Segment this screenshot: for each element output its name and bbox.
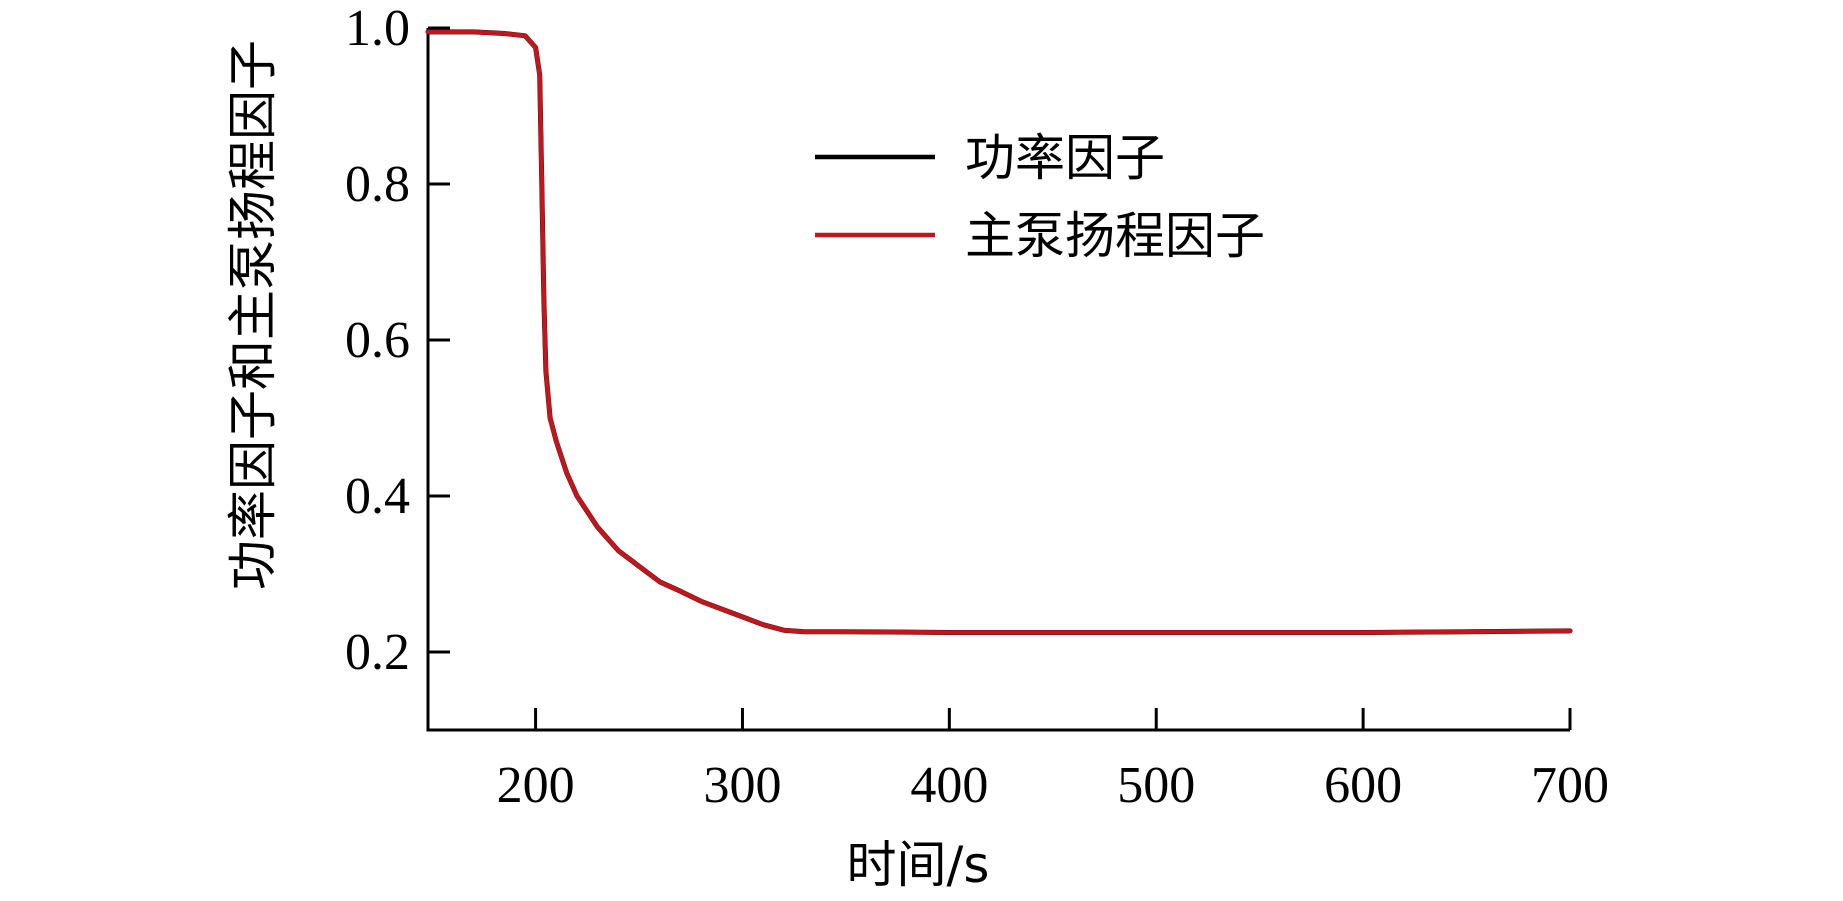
x-axis-ticks: 200 300 400 500 600 700: [497, 708, 1609, 814]
legend-label-1: 功率因子: [965, 129, 1165, 187]
x-tick-label: 700: [1531, 757, 1609, 814]
y-tick-label: 1.0: [345, 0, 410, 57]
y-tick-label: 0.4: [345, 468, 410, 525]
y-tick-label: 0.2: [345, 624, 410, 681]
y-axis-ticks: 0.2 0.4 0.6 0.8 1.0: [345, 0, 450, 681]
x-axis-label: 时间/s: [847, 836, 990, 894]
series-line-1: [425, 29, 1573, 635]
x-tick-label: 400: [910, 757, 988, 814]
y-axis-label: 功率因子和主泵扬程因子: [224, 40, 282, 590]
series-line-2: [425, 29, 1573, 635]
axes: [426, 28, 1570, 732]
y-tick-label: 0.8: [345, 156, 410, 213]
x-tick-label: 200: [497, 757, 575, 814]
x-tick-label: 600: [1324, 757, 1402, 814]
legend-label-2: 主泵扬程因子: [965, 207, 1265, 265]
x-tick-label: 300: [703, 757, 781, 814]
x-tick-label: 500: [1117, 757, 1195, 814]
axis-spines: [426, 28, 1570, 732]
series-group: [425, 29, 1573, 635]
y-tick-label: 0.6: [345, 312, 410, 369]
